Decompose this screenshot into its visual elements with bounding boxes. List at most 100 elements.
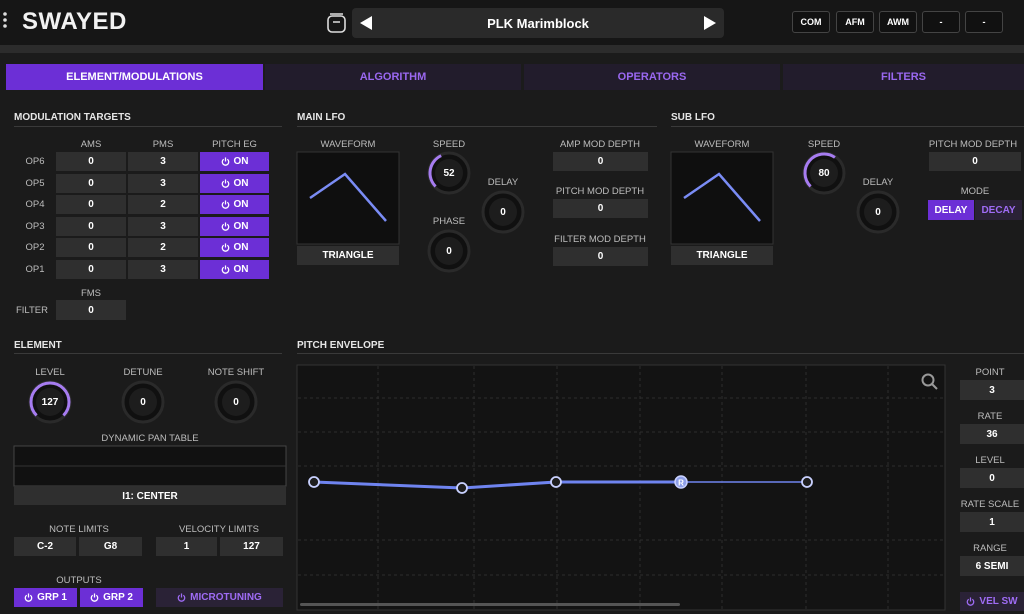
- section-title: MODULATION TARGETS: [14, 111, 131, 123]
- speed-knob-cap: [435, 159, 463, 187]
- param-value[interactable]: 1: [960, 512, 1024, 532]
- note-limit-high[interactable]: G8: [79, 537, 142, 556]
- fms-label: FMS: [80, 287, 102, 299]
- waveform-select[interactable]: TRIANGLE: [297, 246, 399, 265]
- section-title: ELEMENT: [14, 339, 62, 351]
- speed-knob[interactable]: 80: [818, 167, 830, 179]
- prev-preset[interactable]: [360, 16, 372, 30]
- envelope-line: [313, 480, 681, 490]
- pitch-eg-toggle[interactable]: ON: [200, 152, 269, 171]
- tab[interactable]: OPERATORS: [524, 64, 780, 90]
- column-header: PITCH EG: [212, 138, 257, 150]
- tab[interactable]: ELEMENT/MODULATIONS: [6, 64, 263, 90]
- ams-value[interactable]: 0: [56, 216, 126, 236]
- level-knob-cap: [36, 388, 64, 416]
- pitch-mod-depth[interactable]: 0: [929, 152, 1021, 171]
- param-value[interactable]: 6 SEMI: [960, 556, 1024, 576]
- menu-dots: [3, 12, 7, 28]
- ams-value[interactable]: 0: [56, 152, 126, 171]
- mode-button[interactable]: DECAY: [975, 200, 1022, 220]
- header-button[interactable]: AWM: [879, 11, 917, 33]
- microtuning-toggle[interactable]: MICROTUNING: [156, 588, 283, 607]
- pan-table-select[interactable]: I1: CENTER: [14, 487, 286, 505]
- label: MODE: [960, 185, 990, 197]
- label: WAVEFORM: [320, 138, 376, 150]
- label: SPEED: [432, 138, 466, 150]
- envelope-points[interactable]: [308, 476, 813, 494]
- header-button[interactable]: COM: [792, 11, 830, 33]
- header-button[interactable]: -: [965, 11, 1003, 33]
- label: OUTPUTS: [56, 574, 102, 586]
- waveform-select[interactable]: TRIANGLE: [671, 246, 773, 265]
- delay-knob[interactable]: 0: [500, 206, 506, 218]
- delay-knob[interactable]: 0: [875, 206, 881, 218]
- ams-value[interactable]: 0: [56, 238, 126, 257]
- ams-value[interactable]: 0: [56, 195, 126, 214]
- pms-value[interactable]: 3: [128, 216, 198, 236]
- filter-mod-depth[interactable]: 0: [553, 247, 648, 266]
- label: DELAY: [487, 176, 519, 188]
- output-toggle[interactable]: GRP 2: [80, 588, 143, 607]
- speed-knob-arc: [428, 154, 442, 188]
- ams-value[interactable]: 0: [56, 173, 126, 193]
- section-underlines: [14, 126, 1024, 354]
- velocity-limit-high[interactable]: 127: [220, 537, 283, 556]
- power-icon: [221, 200, 229, 209]
- pms-value[interactable]: 3: [128, 152, 198, 171]
- pms-value[interactable]: 2: [128, 238, 198, 257]
- phase-knob[interactable]: 0: [446, 245, 452, 257]
- vel-sw-toggle[interactable]: VEL SW: [960, 592, 1024, 611]
- preset-icon: [327, 13, 346, 33]
- column-header: PMS: [152, 138, 174, 150]
- label: NOTE LIMITS: [49, 523, 109, 535]
- preset-name[interactable]: PLK Marimblock: [487, 15, 589, 31]
- pitch-eg-toggle[interactable]: ON: [200, 259, 269, 279]
- envelope-scrollbar[interactable]: [300, 603, 680, 606]
- preset-box: [352, 8, 724, 38]
- output-toggle[interactable]: GRP 1: [14, 588, 77, 607]
- vel-sw-toggle-text: VEL SW: [979, 596, 1018, 607]
- power-icon: [221, 157, 229, 166]
- note-limit-low[interactable]: C-2: [14, 537, 76, 556]
- zoom-icon[interactable]: [921, 373, 938, 390]
- amp-mod-depth[interactable]: 0: [553, 152, 648, 171]
- label: PHASE: [432, 215, 466, 227]
- detune-knob[interactable]: 0: [140, 396, 146, 408]
- header-button[interactable]: AFM: [836, 11, 874, 33]
- label: SPEED: [807, 138, 841, 150]
- velocity-limit-low[interactable]: 1: [156, 537, 217, 556]
- pitch-mod-depth[interactable]: 0: [553, 199, 648, 218]
- ams-value[interactable]: 0: [56, 259, 126, 279]
- label: FILTER MOD DEPTH: [554, 233, 646, 245]
- pitch-eg-toggle[interactable]: ON: [200, 238, 269, 257]
- pitch-eg-toggle[interactable]: ON: [200, 195, 269, 214]
- param-value[interactable]: 3: [960, 380, 1024, 400]
- pms-value[interactable]: 2: [128, 195, 198, 214]
- note-shift-knob-cap: [222, 388, 250, 416]
- speed-knob[interactable]: 52: [443, 167, 455, 179]
- tab[interactable]: ALGORITHM: [265, 64, 521, 90]
- pms-value[interactable]: 3: [128, 173, 198, 193]
- sub-waveform-display: [670, 151, 774, 245]
- row-label: OP5: [25, 177, 45, 189]
- pitch-eg-toggle[interactable]: ON: [200, 173, 269, 193]
- row-label: OP3: [25, 220, 45, 232]
- tab[interactable]: FILTERS: [783, 64, 1024, 90]
- note-shift-knob[interactable]: 0: [233, 396, 239, 408]
- pitch-eg-toggle-text: ON: [233, 220, 249, 232]
- next-preset[interactable]: [704, 16, 716, 30]
- param-value[interactable]: 0: [960, 468, 1024, 488]
- label: NOTE SHIFT: [207, 366, 265, 378]
- header-button[interactable]: -: [922, 11, 960, 33]
- pitch-eg-toggle[interactable]: ON: [200, 216, 269, 236]
- label: LEVEL: [975, 454, 1005, 466]
- envelope-release-point[interactable]: [674, 475, 688, 489]
- mode-button[interactable]: DELAY: [928, 200, 974, 220]
- fms-value[interactable]: 0: [56, 300, 126, 320]
- label: LEVEL: [35, 366, 65, 378]
- level-knob[interactable]: 127: [41, 396, 59, 408]
- main-waveform-shape: [309, 172, 387, 222]
- pms-value[interactable]: 3: [128, 259, 198, 279]
- power-icon: [221, 243, 229, 252]
- param-value[interactable]: 36: [960, 424, 1024, 444]
